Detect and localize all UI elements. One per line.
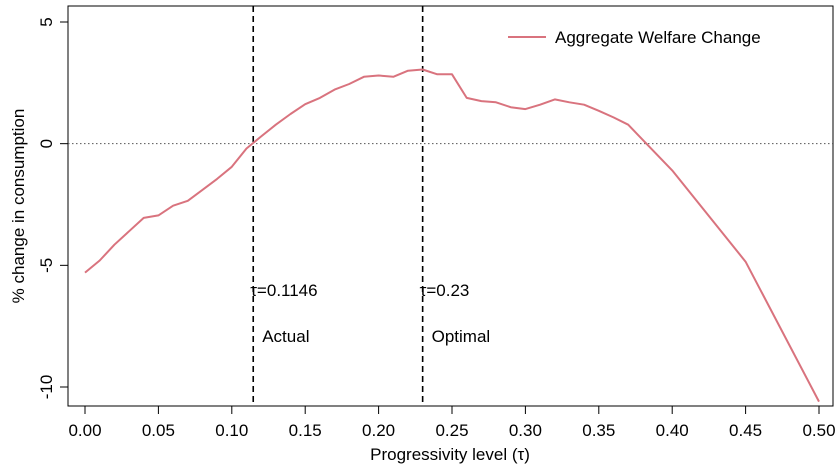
data-point <box>378 75 380 77</box>
y-axis-label: % change in consumption <box>9 109 28 304</box>
reference-lines: τ=0.1146 Actual τ=0.23 Optimal <box>250 6 490 406</box>
vline-tau-label: τ=0.1146 <box>250 281 317 300</box>
x-tick-label: 0.10 <box>215 421 248 440</box>
data-point <box>319 97 321 99</box>
vline-tau-label: τ=0.23 <box>420 281 470 300</box>
data-point <box>480 100 482 102</box>
data-point <box>568 101 570 103</box>
data-point <box>334 89 336 91</box>
x-axis-label: Progressivity level (τ) <box>370 445 530 464</box>
data-point <box>818 401 820 403</box>
data-point <box>392 76 394 78</box>
legend-label: Aggregate Welfare Change <box>555 28 761 47</box>
x-tick-label: 0.15 <box>289 421 322 440</box>
data-point <box>407 70 409 72</box>
data-point <box>671 169 673 171</box>
data-point <box>495 101 497 103</box>
data-point <box>510 106 512 108</box>
y-tick-label: -10 <box>37 375 56 400</box>
plot-frame <box>67 5 834 407</box>
data-point <box>554 98 556 100</box>
x-tick-label: 0.50 <box>802 421 835 440</box>
vline-sublabel: Actual <box>262 327 309 346</box>
data-point <box>290 113 292 115</box>
data-point <box>451 73 453 75</box>
x-tick-label: 0.20 <box>362 421 395 440</box>
data-point <box>466 97 468 99</box>
data-point <box>275 124 277 126</box>
data-point <box>627 124 629 126</box>
series-line-aggregate-welfare-change <box>84 68 820 403</box>
data-point <box>84 272 86 274</box>
data-point <box>113 244 115 246</box>
x-tick-label: 0.35 <box>582 421 615 440</box>
x-tick-label: 0.25 <box>435 421 468 440</box>
x-tick-label: 0.30 <box>509 421 542 440</box>
y-axis: -10 -5 0 5 <box>37 17 68 399</box>
x-tick-label: 0.00 <box>68 421 101 440</box>
data-point <box>99 259 101 261</box>
y-tick-label: 0 <box>37 139 56 148</box>
data-point <box>304 103 306 105</box>
data-point <box>436 73 438 75</box>
data-points <box>84 68 820 402</box>
data-point <box>201 189 203 191</box>
data-point <box>583 104 585 106</box>
data-point <box>745 261 747 263</box>
data-point <box>260 135 262 137</box>
data-point <box>612 116 614 118</box>
data-point <box>598 110 600 112</box>
data-point <box>143 217 145 219</box>
y-tick-label: 5 <box>37 17 56 26</box>
data-point <box>216 178 218 180</box>
y-tick-label: -5 <box>37 258 56 273</box>
data-point <box>363 76 365 78</box>
data-point <box>348 83 350 85</box>
data-point <box>422 68 424 70</box>
x-tick-label: 0.45 <box>729 421 762 440</box>
data-point <box>187 200 189 202</box>
data-point <box>172 205 174 207</box>
data-point <box>539 104 541 106</box>
legend: Aggregate Welfare Change <box>508 28 761 47</box>
x-tick-label: 0.40 <box>656 421 689 440</box>
vline-sublabel: Optimal <box>432 327 491 346</box>
x-tick-label: 0.05 <box>142 421 175 440</box>
data-point <box>524 108 526 110</box>
data-point <box>157 214 159 216</box>
data-point <box>128 230 130 232</box>
data-point <box>231 166 233 168</box>
data-point <box>245 148 247 150</box>
x-axis: 0.00 0.05 0.10 0.15 0.20 0.25 0.30 0.35 0.40 0.45… <box>68 406 836 440</box>
